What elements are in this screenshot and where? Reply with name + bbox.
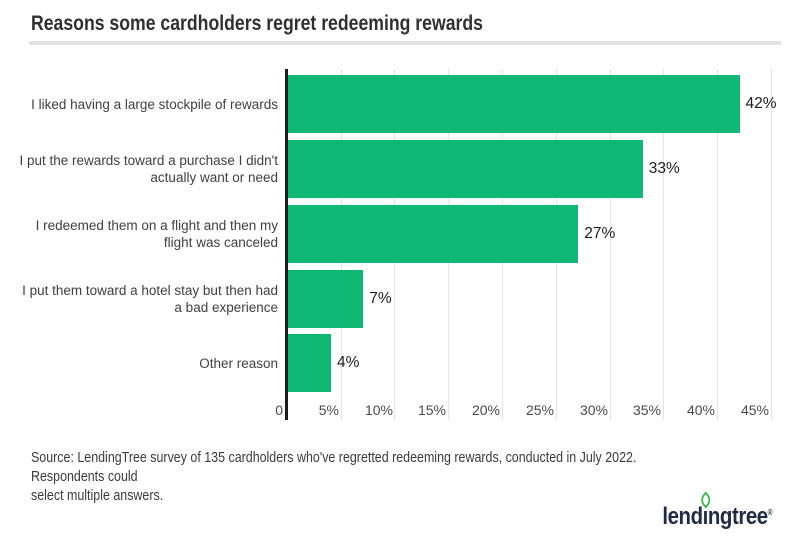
chart-title: Reasons some cardholders regret redeemin… [31, 12, 483, 35]
category-label: I put them toward a hotel stay but then … [22, 283, 278, 315]
lendingtree-wordmark: lend ıngtree® [662, 491, 772, 531]
category-label: I redeemed them on a flight and then my … [35, 218, 278, 250]
bar-hotel-bad-experience: 7% [288, 270, 392, 328]
bar-value-label: 42% [745, 95, 777, 112]
logo-dotless-i: ı [702, 503, 708, 530]
registered-trademark-symbol: ® [767, 508, 772, 517]
gridline-40pct [717, 69, 718, 420]
x-tick-10: 10% [364, 402, 393, 418]
gridline-45pct [771, 69, 772, 420]
x-tick-45: 45% [740, 402, 769, 418]
bar-other-reason: 4% [288, 334, 359, 392]
gridline-30pct [610, 69, 611, 420]
logo-letter-i: ı [698, 491, 713, 531]
source-note: Source: LendingTree survey of 135 cardho… [31, 449, 637, 504]
x-tick-5: 5% [318, 402, 339, 418]
x-tick-0: 0 [275, 402, 283, 418]
bar-value-label: 27% [584, 225, 616, 242]
bar-canceled-flight: 27% [288, 205, 615, 263]
x-tick-35: 35% [632, 402, 661, 418]
gridline-35pct [663, 69, 664, 420]
bar-value-label: 7% [369, 290, 392, 307]
y-axis-line [285, 69, 288, 420]
x-tick-30: 30% [579, 402, 608, 418]
x-tick-25: 25% [525, 402, 554, 418]
x-tick-40: 40% [686, 402, 715, 418]
bar-value-label: 33% [648, 160, 680, 177]
bar-stockpile: 42% [288, 75, 777, 133]
category-label: I liked having a large stockpile of rewa… [31, 96, 278, 112]
bar-value-label: 4% [337, 354, 360, 371]
logo-text-part2: ngtree [707, 503, 768, 530]
lendingtree-logo: lend ıngtree® [662, 491, 772, 531]
x-tick-15: 15% [417, 402, 446, 418]
bar-unwanted-purchase: 33% [288, 140, 680, 198]
x-tick-20: 20% [471, 402, 500, 418]
category-label: Other reason [199, 355, 278, 371]
title-divider [29, 41, 781, 45]
logo-text-part1: lend [662, 503, 703, 530]
category-label: I put the rewards toward a purchase I di… [19, 153, 278, 185]
